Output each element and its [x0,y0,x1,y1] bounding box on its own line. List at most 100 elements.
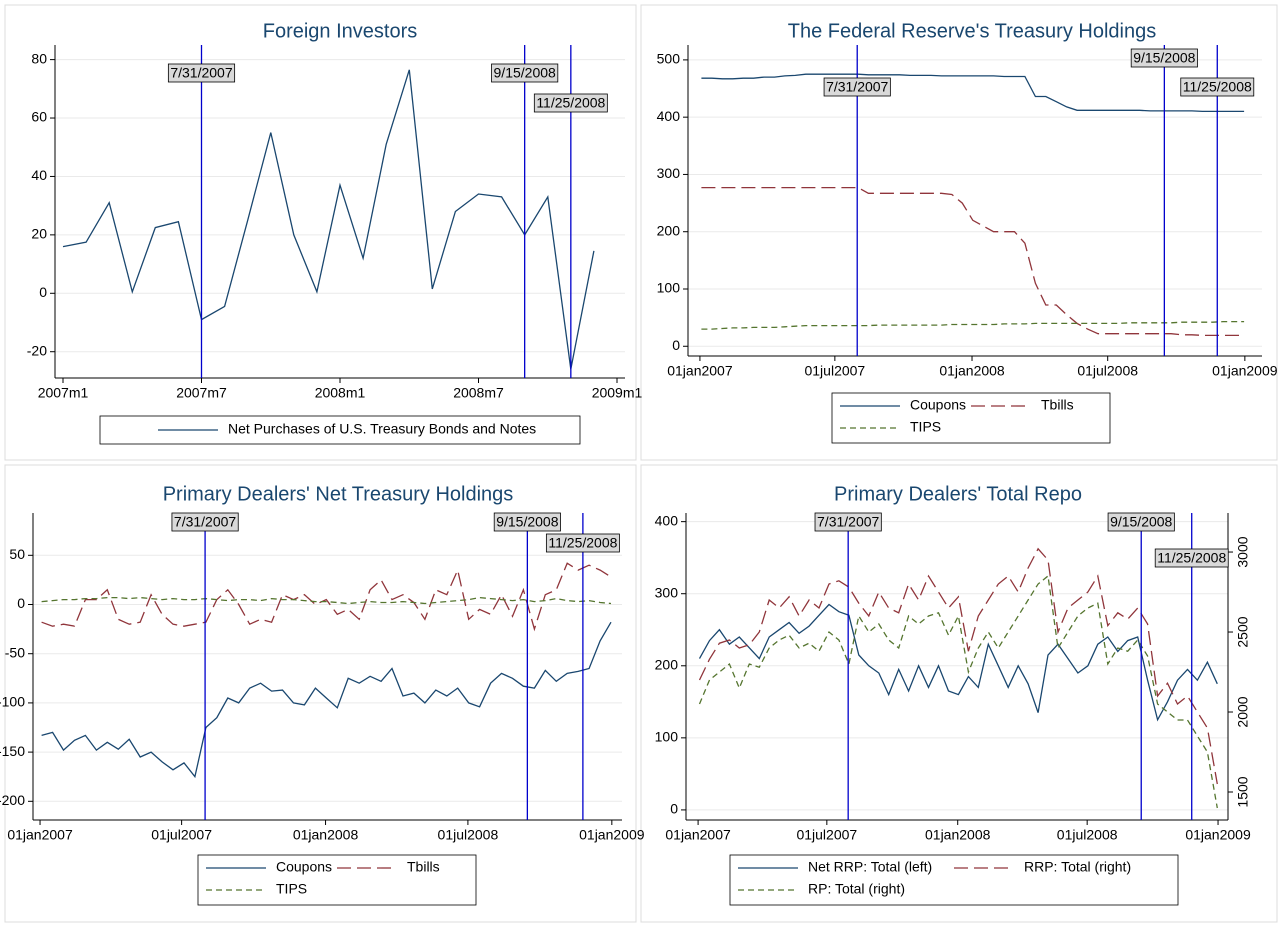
chart-title: Foreign Investors [263,20,418,42]
legend-label: Coupons [910,397,966,413]
series-line [41,621,612,779]
y-tick-label: 20 [31,226,47,242]
event-label-box [493,512,561,532]
event-label: 7/31/2007 [817,514,879,530]
y-tick-label: 0 [17,595,25,611]
y-tick-label: 300 [655,584,679,600]
y-tick-label: 200 [655,656,679,672]
event-label-box [545,533,620,553]
x-tick-label: 01jul2007 [804,363,865,379]
series-line [41,562,612,632]
event-label: 9/15/2008 [1110,514,1172,530]
legend-label: Net RRP: Total (left) [808,859,932,875]
y2-tick-label: 2000 [1235,696,1251,727]
y-tick-label: 300 [657,165,681,181]
x-tick-label: 01jan2007 [667,363,733,379]
series-line [701,186,1245,337]
series-line [698,547,1218,785]
x-tick-label: 01jul2008 [1057,827,1118,843]
y-tick-label: 80 [31,50,47,66]
legend-label: TIPS [276,881,307,897]
event-label: 11/25/2008 [1183,79,1252,95]
y-tick-label: 0 [39,284,47,300]
event-label-box [1154,548,1229,568]
x-tick-label: 2009m1 [592,385,643,401]
y-tick-label: -50 [5,644,25,660]
y-tick-label: 60 [31,109,47,125]
event-label-box [171,512,239,532]
legend-box [831,392,1111,444]
chart-title: The Federal Reserve's Treasury Holdings [788,20,1156,42]
x-tick-label: 01jan2009 [1185,827,1251,843]
event-label: 11/25/2008 [536,95,605,111]
x-tick-label: 2007m7 [176,385,227,401]
event-label-box [814,512,882,532]
event-label-box [1180,77,1255,97]
series-line [701,320,1245,330]
x-tick-label: 01jan2007 [665,827,731,843]
y-tick-label: 0 [672,337,680,353]
y-tick-label: -20 [27,342,47,358]
event-label-box [533,93,608,113]
event-label-box [1130,48,1198,68]
event-label: 9/15/2008 [496,514,558,530]
event-label-box [823,77,891,97]
y2-tick-label: 2500 [1235,616,1251,647]
x-tick-label: 01jan2008 [939,363,1005,379]
legend-label: RRP: Total (right) [1024,859,1131,875]
x-tick-label: 01jan2009 [1212,363,1278,379]
event-label: 7/31/2007 [170,65,232,81]
legend-label: RP: Total (right) [808,881,905,897]
y-tick-label: 50 [9,546,25,562]
event-label: 11/25/2008 [1157,550,1226,566]
y2-tick-label: 3000 [1235,536,1251,567]
x-tick-label: 01jul2007 [151,827,212,843]
y-tick-label: -100 [0,694,25,710]
x-tick-label: 01jan2008 [293,827,359,843]
y-tick-label: 400 [655,512,679,528]
legend-box [729,854,1179,906]
event-label: 9/15/2008 [1133,50,1195,66]
y-tick-label: 0 [670,801,678,817]
y-tick-label: 200 [657,222,681,238]
y-tick-label: -200 [0,792,25,808]
legend-label: TIPS [910,419,941,435]
panel-frame [640,4,1278,461]
legend-label: Tbills [1041,397,1074,413]
y-tick-label: -150 [0,743,25,759]
x-tick-label: 2007m1 [38,385,89,401]
legend-box [197,854,477,906]
x-tick-label: 01jan2008 [925,827,991,843]
x-tick-label: 01jan2007 [7,827,73,843]
series-line [698,574,1218,809]
event-label-box [1107,512,1175,532]
series-line [41,596,612,605]
y-tick-label: 100 [655,729,679,745]
event-label: 7/31/2007 [174,514,236,530]
x-tick-label: 01jan2009 [579,827,645,843]
event-label-box [491,63,559,83]
event-label: 7/31/2007 [826,79,888,95]
x-tick-label: 01jul2008 [1077,363,1138,379]
x-tick-label: 01jul2008 [438,827,499,843]
legend-label: Net Purchases of U.S. Treasury Bonds and… [228,421,536,437]
legend-label: Tbills [407,859,440,875]
chart-title: Primary Dealers' Net Treasury Holdings [163,483,514,505]
y2-tick-label: 1500 [1235,776,1251,807]
y-tick-label: 40 [31,167,47,183]
y-tick-label: 500 [657,51,681,67]
event-label-box [167,63,236,83]
series-line [698,603,1218,722]
series-line [701,73,1245,113]
series-line [62,69,595,370]
legend-label: Coupons [276,859,332,875]
y-tick-label: 100 [657,280,681,296]
chart-title: Primary Dealers' Total Repo [834,483,1082,505]
x-tick-label: 2008m7 [453,385,504,401]
x-tick-label: 2008m1 [315,385,366,401]
event-label: 9/15/2008 [494,65,556,81]
event-label: 11/25/2008 [548,535,617,551]
x-tick-label: 01jul2007 [796,827,857,843]
